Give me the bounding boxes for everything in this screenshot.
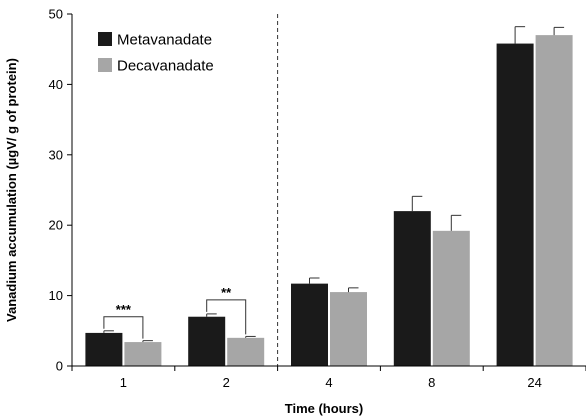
y-tick-label-20: 20 [49, 218, 63, 233]
legend: Metavanadate Decavanadate [98, 32, 214, 75]
legend-label-metavanadate: Metavanadate [117, 32, 212, 49]
bar-metavanadate-2 [188, 316, 226, 366]
legend-swatch-decavanadate [98, 58, 112, 72]
bar-metavanadate-1 [85, 332, 123, 366]
y-tick-label-10: 10 [49, 288, 63, 303]
significance-label-2: ** [221, 285, 232, 300]
error-bars-layer [103, 26, 565, 343]
significance-label-1: *** [116, 302, 132, 317]
y-axis-title: Vanadium accumulation (µgV/ g of protein… [4, 58, 19, 322]
bar-metavanadate-8 [393, 211, 431, 366]
x-axis-title: Time (hours) [285, 401, 364, 416]
y-ticks: 0 10 20 30 40 50 [49, 7, 72, 374]
x-tick-label-1: 1 [120, 375, 127, 390]
axes-layer [71, 14, 586, 367]
legend-label-decavanadate: Decavanadate [117, 58, 214, 75]
bar-decavanadate-24 [535, 35, 573, 367]
bars-layer [85, 35, 573, 367]
x-tick-label-2: 2 [223, 375, 230, 390]
significance-bracket-1 [103, 316, 144, 339]
bar-decavanadate-2 [227, 337, 265, 366]
annotations-layer: ***** [103, 285, 247, 339]
x-tick-label-8: 8 [428, 375, 435, 390]
y-tick-label-0: 0 [56, 359, 63, 374]
x-ticks: 1 2 4 8 24 [71, 366, 586, 390]
y-tick-label-30: 30 [49, 147, 63, 162]
bar-decavanadate-4 [330, 292, 367, 366]
y-tick-label-50: 50 [49, 7, 63, 22]
x-tick-label-24: 24 [527, 375, 541, 390]
bar-decavanadate-8 [432, 230, 470, 366]
bar-decavanadate-1 [124, 342, 162, 366]
significance-bracket-2 [206, 299, 247, 335]
legend-swatch-metavanadate [98, 32, 112, 46]
bar-metavanadate-24 [496, 43, 534, 367]
bar-metavanadate-4 [291, 283, 328, 366]
y-tick-label-40: 40 [49, 77, 63, 92]
x-tick-label-4: 4 [325, 375, 332, 390]
